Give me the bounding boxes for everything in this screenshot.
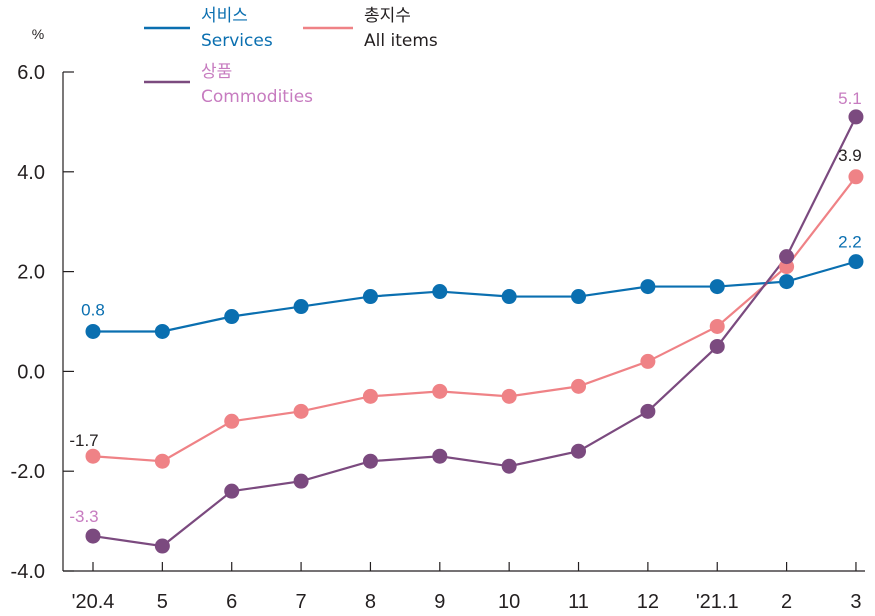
x-tick-label: '21.1 [696, 591, 739, 613]
data-point-commodities [85, 528, 101, 544]
data-point-services [501, 289, 517, 305]
data-point-all-items [640, 353, 656, 369]
axes: 6.0 4.0 2.0 0.0 -2.0 -4.0 '20.4 5 6 7 8 9 10 11 12 '21.… [11, 62, 865, 613]
x-tick-label: 9 [434, 591, 445, 613]
data-point-all-items [85, 448, 101, 464]
legend-label-ko-all-items: 총지수 [364, 6, 411, 26]
x-tick-label: 5 [157, 591, 168, 613]
series-line-all-items [92, 176, 857, 463]
x-tick-label: 11 [568, 591, 589, 613]
data-point-services [432, 284, 448, 300]
data-point-commodities [501, 458, 517, 474]
legend-label-ko-services: 서비스 [201, 6, 248, 26]
data-point-services [709, 279, 725, 295]
data-point-commodities [848, 109, 864, 125]
data-point-all-items [224, 413, 240, 429]
data-point-services [640, 279, 656, 295]
x-tick-label: 6 [226, 591, 237, 613]
x-tick-label: 8 [365, 591, 376, 613]
data-point-all-items [848, 169, 864, 185]
data-point-services [224, 309, 240, 325]
y-tick-label: -2.0 [11, 461, 45, 483]
x-tick-label: 12 [637, 591, 659, 613]
data-point-commodities [779, 249, 795, 265]
data-point-services [154, 323, 170, 339]
series-line-commodities [92, 116, 857, 548]
x-tick-label: 3 [850, 591, 861, 613]
data-point-commodities [640, 403, 656, 419]
legend-label-ko-commodities: 상품 [201, 62, 232, 82]
series-lines [92, 116, 857, 548]
x-tick-label: 10 [498, 591, 520, 613]
data-label: 2.2 [838, 233, 862, 252]
data-point-commodities [224, 483, 240, 499]
y-tick-label: -4.0 [11, 561, 45, 583]
data-point-all-items [154, 453, 170, 469]
data-point-services [848, 254, 864, 270]
data-label: -1.7 [69, 431, 98, 450]
data-point-commodities [154, 538, 170, 554]
data-point-all-items [709, 318, 725, 334]
data-point-all-items [362, 388, 378, 404]
data-point-services [779, 274, 795, 290]
y-tick-label: 4.0 [17, 162, 45, 184]
data-point-all-items [432, 383, 448, 399]
data-point-services [571, 289, 587, 305]
y-tick-label: 2.0 [17, 262, 45, 284]
data-label: -3.3 [69, 507, 98, 526]
data-point-services [85, 323, 101, 339]
y-axis-unit: % [32, 26, 44, 42]
data-label: 5.1 [838, 89, 862, 108]
x-tick-label: '20.4 [72, 591, 115, 613]
y-tick-label: 0.0 [17, 361, 45, 383]
data-label: 3.9 [838, 146, 862, 165]
data-point-all-items [501, 388, 517, 404]
data-point-services [293, 299, 309, 315]
data-point-all-items [293, 403, 309, 419]
data-point-commodities [571, 443, 587, 459]
series-points [85, 109, 864, 554]
legend-label-en-all-items: All items [364, 31, 438, 51]
legend-label-en-commodities: Commodities [201, 87, 313, 107]
x-tick-label: 7 [296, 591, 307, 613]
data-point-commodities [432, 448, 448, 464]
y-tick-label: 6.0 [17, 62, 45, 84]
data-point-commodities [362, 453, 378, 469]
series-line-services [93, 260, 857, 333]
legend: 서비스 Services 총지수 All items 상품 Commodities [144, 6, 438, 107]
data-point-all-items [571, 378, 587, 394]
data-point-services [362, 289, 378, 305]
data-point-commodities [709, 338, 725, 354]
data-point-commodities [293, 473, 309, 489]
legend-label-en-services: Services [201, 31, 273, 51]
x-tick-label: 2 [781, 591, 792, 613]
data-labels: 0.8 2.2 -1.7 3.9 -3.3 5.1 [69, 89, 861, 526]
data-label: 0.8 [81, 300, 105, 319]
